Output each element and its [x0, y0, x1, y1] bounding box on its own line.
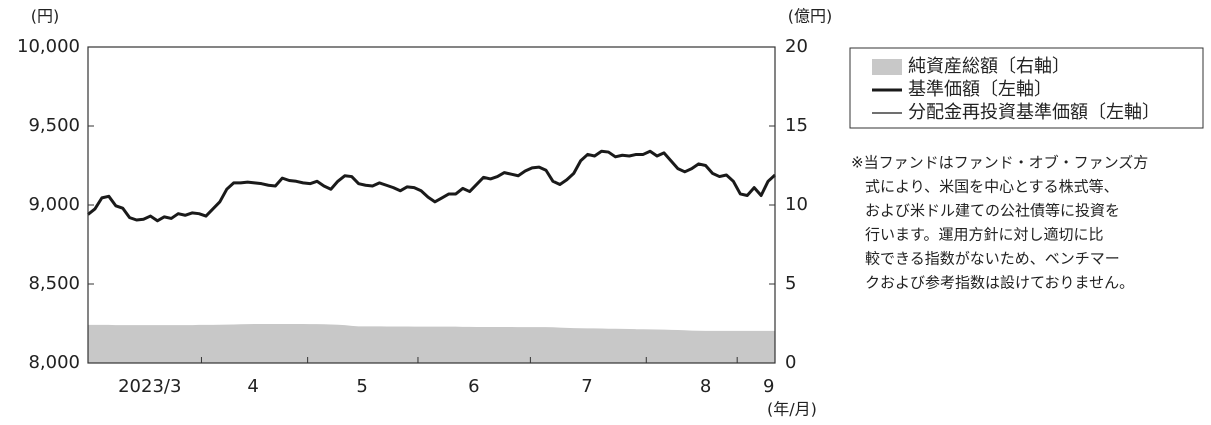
x-tick-label: 2023/3 [118, 376, 181, 397]
plot-frame [87, 46, 776, 364]
y-tick-label: 9,500 [28, 115, 80, 136]
note-line: クおよび参考指数は設けておりません。 [865, 274, 1134, 292]
y-tick-label: 10,000 [17, 36, 80, 57]
legend-swatch [872, 59, 902, 75]
line [87, 149, 777, 223]
area [88, 323, 775, 363]
note-line: 行います。運用方針に対し適切に比 [865, 226, 1104, 244]
x-tick-label: 9 [763, 376, 774, 397]
legend-box [849, 47, 1204, 129]
right-axis-unit: (億円) [788, 7, 833, 26]
note-line: 較できる指数がないため、ベンチマー [865, 250, 1120, 268]
y-tick-label: 9,000 [28, 194, 80, 215]
y-tick-label: 8,000 [28, 352, 80, 373]
y2-tick-label: 5 [785, 273, 796, 294]
x-tick-label: 5 [356, 376, 367, 397]
y2-tick-label: 0 [785, 352, 796, 373]
legend-label: 基準価額〔左軸〕 [908, 79, 1052, 100]
legend-label: 分配金再投資基準価額〔左軸〕 [908, 102, 1160, 123]
x-tick-label: 8 [700, 376, 711, 397]
x-tick-label: 7 [581, 376, 592, 397]
y2-tick-label: 10 [785, 194, 808, 215]
note-line: および米ドル建ての公社債等に投資を [865, 202, 1120, 220]
y2-tick-label: 20 [785, 36, 808, 57]
left-axis-unit: (円) [31, 7, 60, 26]
note-line: 式により、米国を中心とする株式等、 [865, 178, 1119, 196]
y2-tick-label: 15 [785, 115, 808, 136]
note-line: ※当ファンドはファンド・オブ・ファンズ方 [851, 154, 1148, 172]
y-tick-label: 8,500 [28, 273, 80, 294]
legend-label: 純資産総額〔右軸〕 [908, 56, 1070, 77]
x-tick-label: 6 [468, 376, 479, 397]
x-tick-label: 4 [247, 376, 258, 397]
x-axis-unit: (年/月) [767, 400, 817, 419]
